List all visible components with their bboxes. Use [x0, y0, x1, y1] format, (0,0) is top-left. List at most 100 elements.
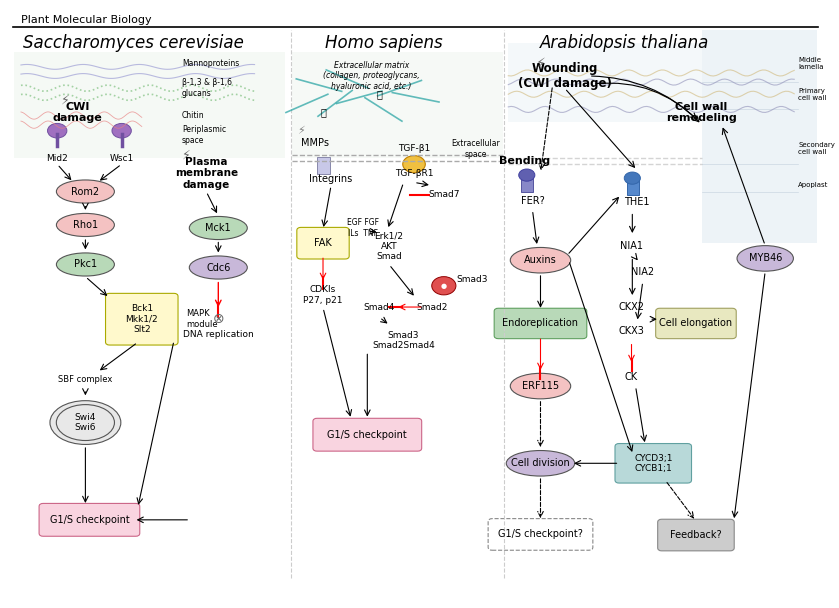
Text: Smad3: Smad3	[456, 275, 487, 284]
Text: ●: ●	[440, 283, 447, 289]
Ellipse shape	[510, 373, 571, 399]
Text: ERF115: ERF115	[522, 381, 559, 391]
Text: DNA replication: DNA replication	[183, 330, 253, 339]
Ellipse shape	[56, 404, 114, 441]
Ellipse shape	[56, 180, 114, 203]
Text: CDKIs
P27, p21: CDKIs P27, p21	[303, 285, 343, 305]
Text: G1/S checkpoint?: G1/S checkpoint?	[498, 530, 583, 539]
FancyBboxPatch shape	[615, 444, 691, 483]
Text: Cell elongation: Cell elongation	[659, 319, 732, 328]
Text: Erk1/2
AKT
Smad: Erk1/2 AKT Smad	[374, 231, 404, 261]
Text: Saccharomyces cerevisiae: Saccharomyces cerevisiae	[23, 33, 244, 52]
Text: ⚡: ⚡	[182, 148, 190, 162]
Text: Rom2: Rom2	[71, 187, 100, 196]
Text: SBF complex: SBF complex	[58, 376, 112, 384]
Text: Chitin: Chitin	[182, 111, 205, 120]
Text: Bending: Bending	[499, 156, 550, 166]
Ellipse shape	[56, 253, 114, 276]
Text: FAK: FAK	[314, 238, 332, 248]
Text: Apoplast: Apoplast	[798, 182, 829, 188]
Text: Secondary
cell wall: Secondary cell wall	[798, 142, 835, 156]
Circle shape	[112, 123, 132, 138]
Text: ⚡: ⚡	[297, 126, 305, 136]
FancyBboxPatch shape	[521, 176, 534, 192]
Ellipse shape	[190, 216, 248, 240]
FancyBboxPatch shape	[494, 308, 586, 339]
FancyBboxPatch shape	[292, 52, 503, 158]
Text: CWI
damage: CWI damage	[53, 102, 102, 123]
Circle shape	[432, 277, 456, 295]
FancyBboxPatch shape	[39, 503, 140, 536]
Ellipse shape	[190, 256, 248, 279]
Text: Smad4: Smad4	[364, 303, 395, 311]
Circle shape	[624, 172, 640, 184]
Text: Cell division: Cell division	[511, 458, 570, 468]
Text: Smad3
Smad2Smad4: Smad3 Smad2Smad4	[373, 331, 435, 350]
Text: CKX3: CKX3	[618, 326, 644, 336]
FancyBboxPatch shape	[488, 519, 593, 550]
Ellipse shape	[506, 451, 575, 476]
Text: NIA2: NIA2	[631, 267, 654, 277]
Text: Smad7: Smad7	[428, 190, 460, 199]
Ellipse shape	[510, 247, 571, 273]
Circle shape	[519, 169, 534, 181]
Text: Wounding
(CWI damage): Wounding (CWI damage)	[518, 62, 612, 90]
Text: Extracellular
space: Extracellular space	[451, 139, 500, 159]
Text: TGF-β1: TGF-β1	[398, 145, 430, 153]
Text: ⚡: ⚡	[61, 94, 70, 107]
Text: Plant Molecular Biology: Plant Molecular Biology	[21, 15, 152, 25]
Text: Mck1: Mck1	[206, 223, 231, 233]
Text: 🌙: 🌙	[377, 89, 383, 99]
Text: CKX2: CKX2	[618, 302, 644, 312]
Text: Bck1
Mkk1/2
Slt2: Bck1 Mkk1/2 Slt2	[126, 304, 158, 334]
Text: Swi4
Swi6: Swi4 Swi6	[75, 413, 96, 432]
FancyBboxPatch shape	[508, 43, 701, 122]
FancyBboxPatch shape	[627, 179, 638, 195]
Text: Extracellular matrix
(collagen, proteoglycans,
hyaluronic acid, etc.): Extracellular matrix (collagen, proteogl…	[323, 61, 420, 91]
Text: G1/S checkpoint: G1/S checkpoint	[50, 515, 129, 525]
Circle shape	[403, 156, 425, 173]
Text: Integrins: Integrins	[310, 174, 352, 184]
Ellipse shape	[50, 401, 121, 444]
Text: Smad2: Smad2	[416, 303, 447, 311]
FancyBboxPatch shape	[313, 418, 422, 451]
Text: MMPs: MMPs	[301, 138, 329, 148]
Text: Pkc1: Pkc1	[74, 260, 97, 269]
Text: G1/S checkpoint: G1/S checkpoint	[327, 430, 407, 440]
FancyBboxPatch shape	[297, 227, 349, 259]
Text: CK: CK	[625, 372, 638, 382]
Text: MAPK
module: MAPK module	[186, 309, 217, 329]
Text: FER?: FER?	[520, 196, 545, 206]
Text: TGF-βR1: TGF-βR1	[395, 169, 433, 178]
Ellipse shape	[56, 213, 114, 237]
Text: EGF FGF
ILs  TNF: EGF FGF ILs TNF	[347, 218, 379, 238]
Text: Mid2: Mid2	[46, 154, 68, 162]
Text: Arabidopsis thaliana: Arabidopsis thaliana	[540, 33, 710, 52]
Text: Cell wall
remodeling: Cell wall remodeling	[666, 102, 737, 123]
FancyBboxPatch shape	[316, 157, 331, 174]
Text: NIA1: NIA1	[620, 241, 643, 251]
Text: Plasma
membrane
damage: Plasma membrane damage	[175, 157, 237, 190]
Text: Wsc1: Wsc1	[110, 154, 133, 162]
Text: MYB46: MYB46	[748, 254, 782, 263]
Text: ⊗: ⊗	[212, 312, 224, 326]
Text: Periplasmic
space: Periplasmic space	[182, 125, 227, 145]
FancyBboxPatch shape	[13, 52, 285, 158]
FancyBboxPatch shape	[658, 519, 734, 551]
FancyBboxPatch shape	[106, 294, 178, 345]
Text: Cdc6: Cdc6	[206, 263, 231, 272]
FancyBboxPatch shape	[655, 308, 736, 339]
Text: Mannoproteins: Mannoproteins	[182, 60, 239, 68]
Text: Homo sapiens: Homo sapiens	[325, 33, 442, 52]
Text: Auxins: Auxins	[524, 255, 557, 265]
Text: Rho1: Rho1	[73, 220, 98, 230]
Text: Middle
lamella: Middle lamella	[798, 57, 824, 71]
Text: Primary
cell wall: Primary cell wall	[798, 88, 826, 101]
Text: Feedback?: Feedback?	[670, 530, 722, 540]
FancyBboxPatch shape	[701, 30, 817, 243]
Text: Endoreplication: Endoreplication	[503, 319, 579, 328]
Circle shape	[48, 123, 67, 138]
Text: ⚡: ⚡	[535, 57, 545, 71]
Text: THE1: THE1	[624, 197, 650, 207]
Text: β-1,3 & β-1,6
glucans: β-1,3 & β-1,6 glucans	[182, 78, 232, 98]
